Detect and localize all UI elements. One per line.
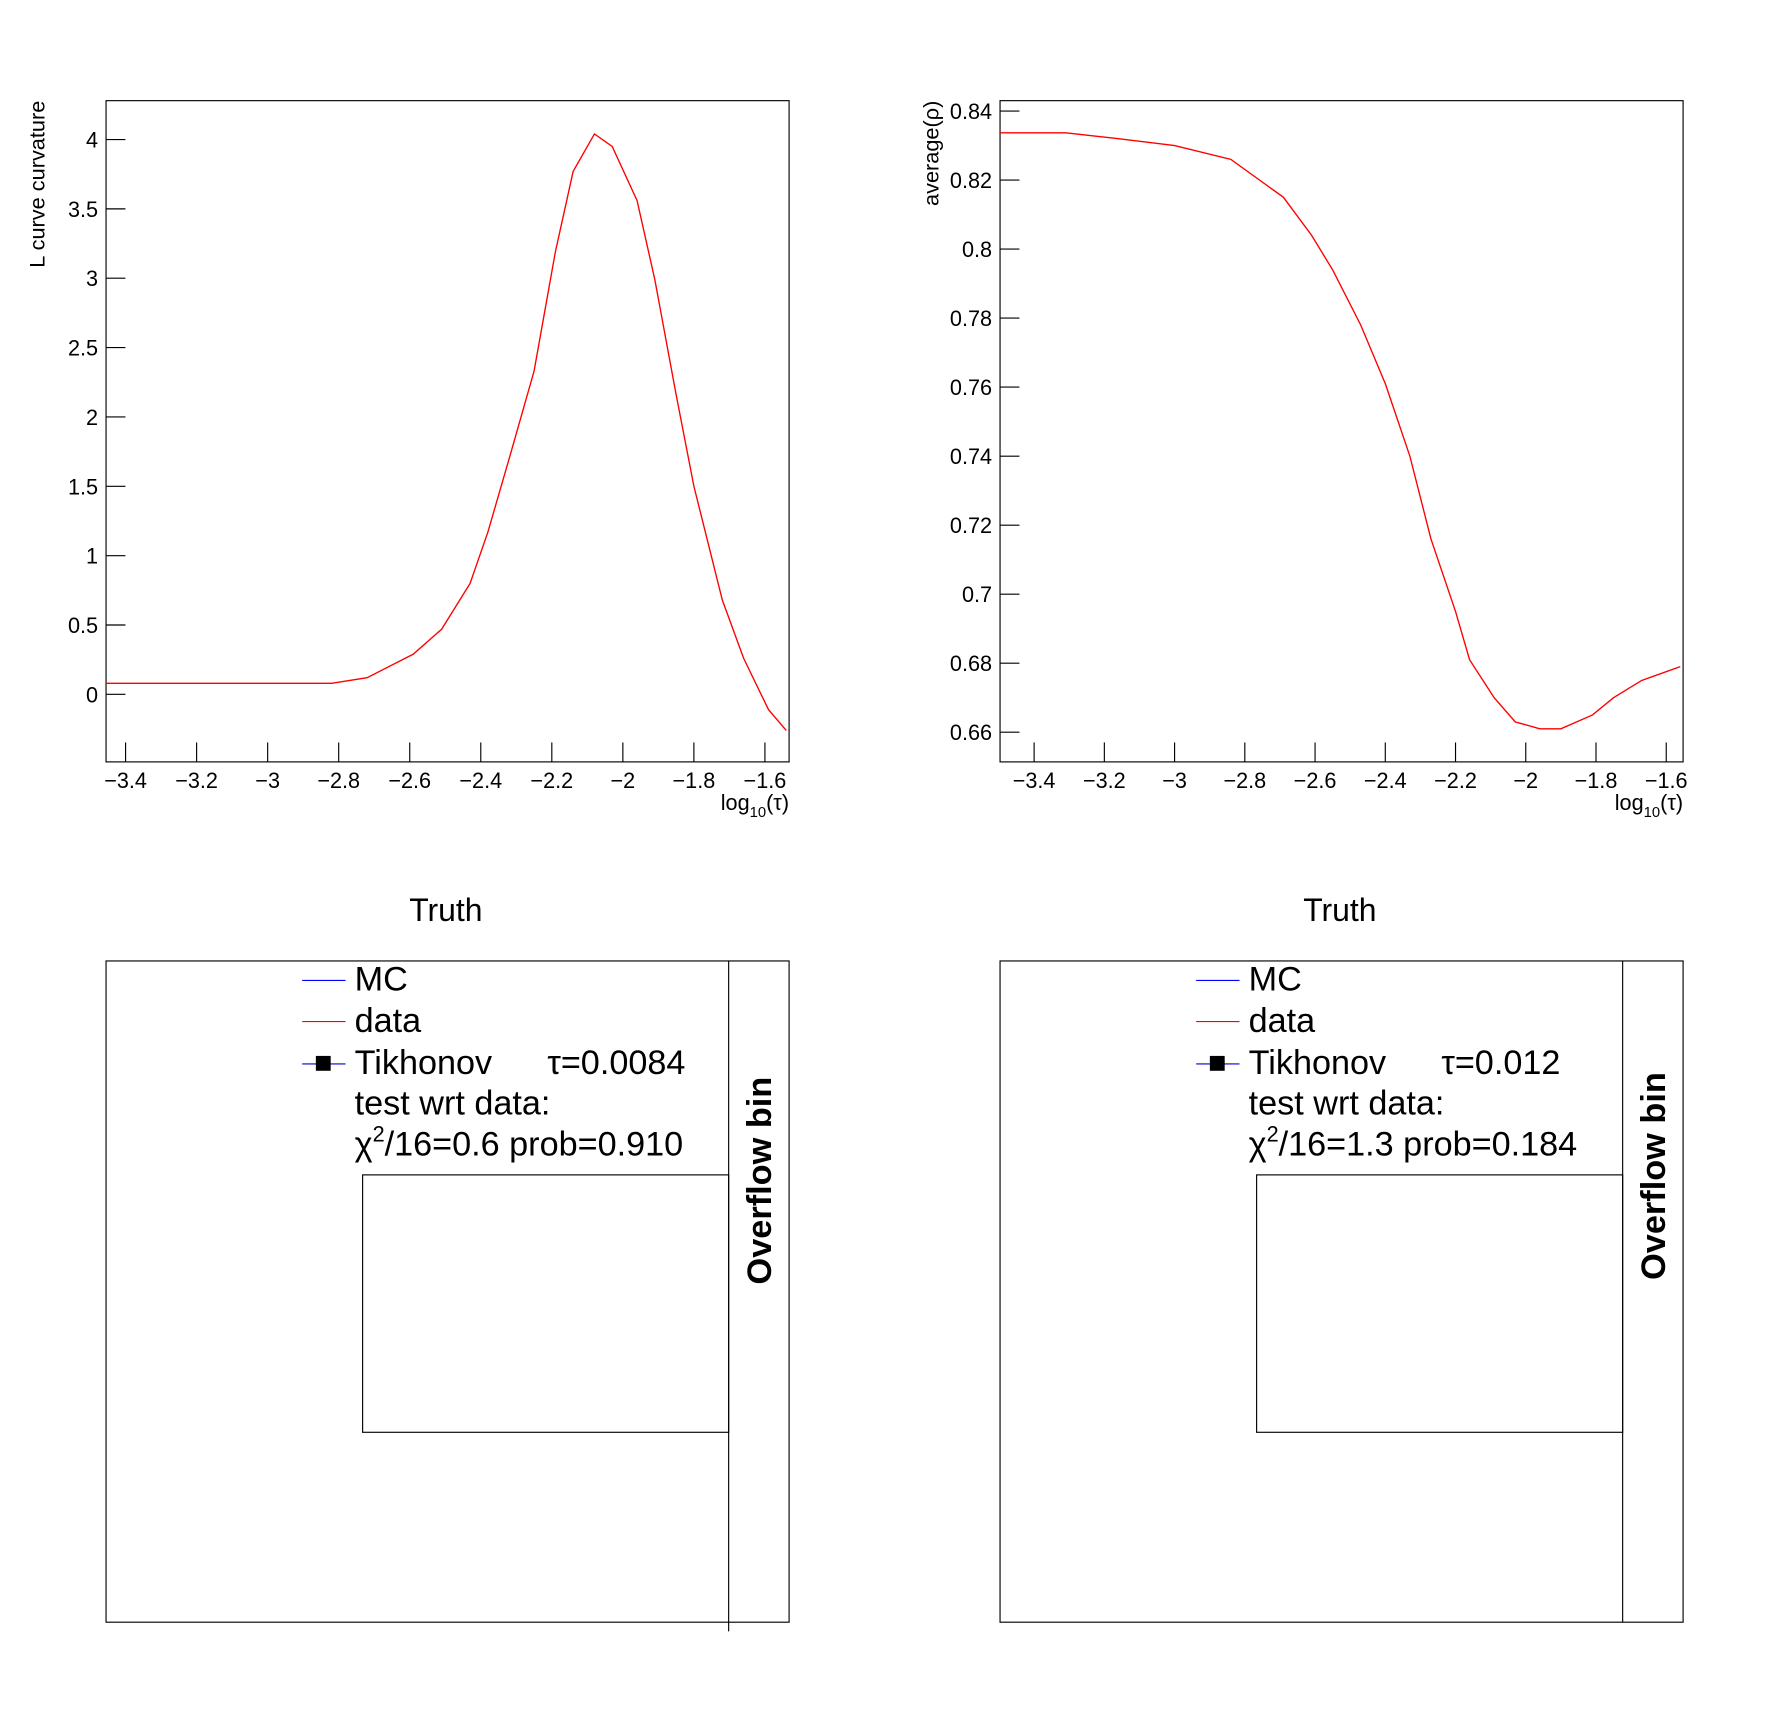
chi2-part: /16=0.6 prob=0.910 xyxy=(385,1125,684,1163)
y-tick-label: 0.72 xyxy=(950,513,992,538)
y-tick-label: 3.5 xyxy=(68,197,98,222)
inner-box xyxy=(1256,1174,1624,1433)
x-tick-label: −1.8 xyxy=(1575,768,1618,793)
chi2-part: χ xyxy=(355,1125,373,1163)
x-tick-label: −3.2 xyxy=(175,768,218,793)
y-tick-label: 0.66 xyxy=(950,720,992,745)
y-tick-label: 3 xyxy=(86,266,98,291)
y-tick-label: 2 xyxy=(86,405,98,430)
x-label-part: (τ) xyxy=(1660,790,1683,815)
x-axis-label: log10(τ) xyxy=(721,790,789,821)
y-tick-label: 0.7 xyxy=(962,582,992,607)
x-label-part: log xyxy=(721,790,750,815)
x-tick-label: −3.2 xyxy=(1083,768,1126,793)
legend-label: data xyxy=(355,1002,423,1040)
chi2-part: χ xyxy=(1249,1125,1267,1163)
x-tick-label: −2.8 xyxy=(1223,768,1266,793)
legend-label: Tikhonov xyxy=(1249,1044,1387,1082)
y-tick-label: 1.5 xyxy=(68,474,98,499)
x-tick-label: −2.6 xyxy=(388,768,431,793)
legend-marker xyxy=(315,1055,331,1071)
frame xyxy=(999,100,1684,763)
panel-title: Truth xyxy=(409,892,482,928)
y-tick-label: 0.76 xyxy=(950,375,992,400)
y-tick-label: 4 xyxy=(86,127,98,152)
data-line xyxy=(106,132,787,731)
x-label-part: 10 xyxy=(750,805,766,821)
y-tick-label: 0.74 xyxy=(950,444,992,469)
legend-label: MC xyxy=(355,961,408,999)
x-label-part: log xyxy=(1615,790,1644,815)
frame xyxy=(105,100,790,763)
x-tick-label: −1.8 xyxy=(673,768,716,793)
x-tick-label: −2.6 xyxy=(1294,768,1337,793)
side-label: Overflow bin xyxy=(741,1077,779,1285)
x-tick-label: −2.2 xyxy=(1434,768,1477,793)
x-tick-label: −2 xyxy=(1513,768,1538,793)
legend-marker xyxy=(1209,1055,1225,1071)
y-tick-label: 0.78 xyxy=(950,306,992,331)
x-tick-label: −3 xyxy=(1162,768,1187,793)
y-tick-label: 0.68 xyxy=(950,651,992,676)
y-axis-label: L curve curvature xyxy=(25,101,50,268)
chi2-part: 2 xyxy=(373,1122,385,1147)
x-tick-label: −2.2 xyxy=(530,768,573,793)
tau-label: τ=0.012 xyxy=(1441,1044,1560,1082)
x-tick-label: −3 xyxy=(255,768,280,793)
x-label-part: (τ) xyxy=(766,790,789,815)
x-tick-label: −2.4 xyxy=(1364,768,1407,793)
y-tick-label: 0.8 xyxy=(962,237,992,262)
y-tick-label: 0.82 xyxy=(950,168,992,193)
x-tick-label: −2.8 xyxy=(317,768,360,793)
x-tick-label: −2.4 xyxy=(459,768,502,793)
legend-label: data xyxy=(1249,1002,1317,1040)
y-axis-label: average(ρ) xyxy=(919,101,944,206)
chi2-label: χ2/16=1.3 prob=0.184 xyxy=(1249,1122,1578,1164)
tau-label: τ=0.0084 xyxy=(547,1044,685,1082)
y-tick-label: 0.84 xyxy=(950,99,992,124)
chi2-part: 2 xyxy=(1267,1122,1279,1147)
inner-box xyxy=(362,1174,730,1433)
frame xyxy=(999,960,1684,1623)
x-label-part: 10 xyxy=(1644,805,1660,821)
x-axis-label: log10(τ) xyxy=(1615,790,1683,821)
y-tick-label: 0 xyxy=(86,682,98,707)
chi2-label: χ2/16=0.6 prob=0.910 xyxy=(355,1122,684,1164)
chi2-part: /16=1.3 prob=0.184 xyxy=(1279,1125,1578,1163)
x-tick-label: −3.4 xyxy=(104,768,147,793)
side-label: Overflow bin xyxy=(1635,1072,1673,1280)
x-tick-label: −1.6 xyxy=(1645,768,1688,793)
y-tick-label: 2.5 xyxy=(68,336,98,361)
legend-label: MC xyxy=(1249,961,1302,999)
y-tick-label: 1 xyxy=(86,544,98,569)
panel-title: Truth xyxy=(1303,892,1376,928)
y-tick-label: 0.5 xyxy=(68,613,98,638)
frame xyxy=(105,960,790,1623)
x-tick-label: −1.6 xyxy=(744,768,787,793)
legend-label: Tikhonov xyxy=(355,1044,493,1082)
data-line xyxy=(1000,132,1681,730)
note: test wrt data: xyxy=(1249,1084,1445,1122)
x-tick-label: −3.4 xyxy=(1013,768,1056,793)
note: test wrt data: xyxy=(355,1084,551,1122)
x-tick-label: −2 xyxy=(611,768,636,793)
